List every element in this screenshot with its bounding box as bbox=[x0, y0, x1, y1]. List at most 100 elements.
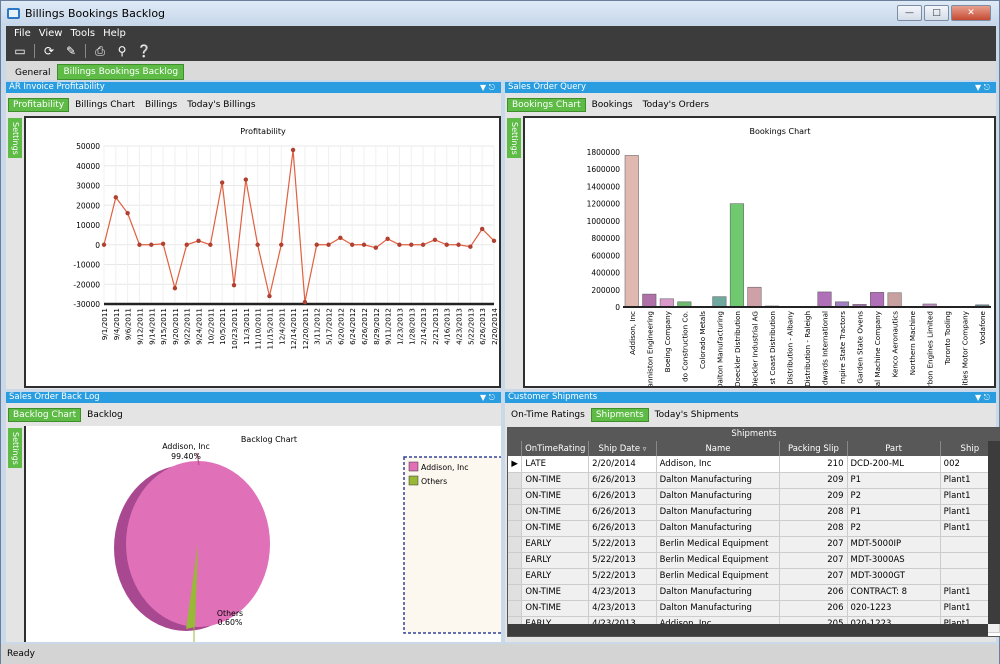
cell-part[interactable]: P1 bbox=[847, 504, 941, 521]
tab-billings-chart[interactable]: Billings Chart bbox=[75, 100, 135, 110]
col-ontimerating[interactable]: OnTimeRating bbox=[521, 441, 590, 456]
panel-pin-icon[interactable]: ▼ ⎋ bbox=[974, 393, 990, 402]
cell-part[interactable]: 020-1223 bbox=[847, 600, 941, 617]
tab-todays-shipments[interactable]: Today's Shipments bbox=[654, 410, 739, 420]
menu-tools[interactable]: Tools bbox=[70, 28, 96, 39]
row-selector[interactable] bbox=[508, 584, 523, 601]
cell-ship[interactable] bbox=[940, 568, 1000, 585]
cell-ontimerating[interactable]: LATE bbox=[521, 456, 590, 473]
cell-packing-slip[interactable]: 208 bbox=[779, 504, 848, 521]
row-selector[interactable] bbox=[508, 568, 523, 585]
col-packing-slip[interactable]: Packing Slip bbox=[779, 441, 848, 456]
col-ship-date[interactable]: Ship Date ▿ bbox=[588, 441, 657, 456]
cell-packing-slip[interactable]: 208 bbox=[779, 520, 848, 537]
table-row[interactable]: ON-TIME 6/26/2013 Dalton Manufacturing 208 P… bbox=[508, 504, 1000, 521]
panel-pin-icon[interactable]: ▼ ⎋ bbox=[479, 393, 495, 402]
table-row[interactable]: ON-TIME 6/26/2013 Dalton Manufacturing 209 P… bbox=[508, 488, 1000, 505]
cell-ontimerating[interactable]: ON-TIME bbox=[521, 600, 590, 617]
new-icon[interactable]: ▭ bbox=[14, 44, 26, 58]
cell-part[interactable]: P1 bbox=[847, 472, 941, 489]
row-selector[interactable] bbox=[508, 472, 523, 489]
tab-general[interactable]: General bbox=[15, 68, 51, 78]
row-selector[interactable] bbox=[508, 504, 523, 521]
cell-ship[interactable]: Plant1 bbox=[940, 600, 1000, 617]
cell-packing-slip[interactable]: 209 bbox=[779, 472, 848, 489]
settings-button[interactable]: Settings bbox=[8, 428, 22, 468]
cell-ship-date[interactable]: 4/23/2013 bbox=[588, 600, 657, 617]
cell-ship-date[interactable]: 5/22/2013 bbox=[588, 568, 657, 585]
table-row[interactable]: ▶ LATE 2/20/2014 Addison, Inc 210 DCD-200-ML 0… bbox=[508, 456, 1000, 473]
close-button[interactable]: ✕ bbox=[951, 5, 991, 21]
cell-part[interactable]: MDT-3000GT bbox=[847, 568, 941, 585]
cell-ship[interactable]: 002 bbox=[940, 456, 1000, 473]
table-row[interactable]: ON-TIME 6/26/2013 Dalton Manufacturing 209 P… bbox=[508, 472, 1000, 489]
cell-packing-slip[interactable]: 207 bbox=[779, 552, 848, 569]
cell-ship[interactable]: Plant1 bbox=[940, 504, 1000, 521]
cell-ship[interactable]: Plant1 bbox=[940, 488, 1000, 505]
cell-ship-date[interactable]: 5/22/2013 bbox=[588, 536, 657, 553]
cell-ship-date[interactable]: 2/20/2014 bbox=[588, 456, 657, 473]
menu-file[interactable]: File bbox=[14, 28, 31, 39]
cell-name[interactable]: Dalton Manufacturing bbox=[656, 520, 781, 537]
row-selector[interactable] bbox=[508, 600, 523, 617]
row-selector[interactable] bbox=[508, 520, 523, 537]
cell-packing-slip[interactable]: 210 bbox=[779, 456, 848, 473]
cell-packing-slip[interactable]: 207 bbox=[779, 568, 848, 585]
print-preview-icon[interactable]: ⚲ bbox=[117, 44, 127, 58]
clear-icon[interactable]: ✎ bbox=[65, 44, 77, 58]
table-row[interactable]: EARLY 5/22/2013 Berlin Medical Equipment 20… bbox=[508, 536, 1000, 553]
cell-name[interactable]: Berlin Medical Equipment bbox=[656, 568, 781, 585]
table-row[interactable]: ON-TIME 6/26/2013 Dalton Manufacturing 208 P… bbox=[508, 520, 1000, 537]
cell-packing-slip[interactable]: 209 bbox=[779, 488, 848, 505]
cell-ship-date[interactable]: 4/23/2013 bbox=[588, 584, 657, 601]
tab-bookings-chart[interactable]: Bookings Chart bbox=[507, 98, 586, 112]
col-part[interactable]: Part bbox=[847, 441, 941, 456]
cell-part[interactable]: CONTRACT: 8 bbox=[847, 584, 941, 601]
cell-name[interactable]: Dalton Manufacturing bbox=[656, 472, 781, 489]
cell-ontimerating[interactable]: ON-TIME bbox=[521, 488, 590, 505]
filter-icon[interactable]: ▿ bbox=[642, 444, 647, 453]
cell-name[interactable]: Berlin Medical Equipment bbox=[656, 536, 781, 553]
panel-pin-icon[interactable]: ▼ ⎋ bbox=[479, 83, 495, 92]
cell-ontimerating[interactable]: EARLY bbox=[521, 568, 590, 585]
horizontal-scrollbar[interactable] bbox=[508, 624, 988, 636]
vertical-scrollbar[interactable] bbox=[988, 441, 1000, 624]
table-row[interactable]: ON-TIME 4/23/2013 Dalton Manufacturing 206 C… bbox=[508, 584, 1000, 601]
maximize-button[interactable]: □ bbox=[924, 5, 949, 21]
cell-ontimerating[interactable]: ON-TIME bbox=[521, 504, 590, 521]
cell-name[interactable]: Berlin Medical Equipment bbox=[656, 552, 781, 569]
tab-backlog[interactable]: Backlog bbox=[87, 410, 123, 420]
tab-todays-billings[interactable]: Today's Billings bbox=[187, 100, 256, 110]
tab-on-time-ratings[interactable]: On-Time Ratings bbox=[511, 410, 585, 420]
cell-ship[interactable]: Plant1 bbox=[940, 584, 1000, 601]
tab-bookings[interactable]: Bookings bbox=[591, 100, 633, 110]
settings-button[interactable]: Settings bbox=[507, 118, 521, 158]
table-row[interactable]: EARLY 5/22/2013 Berlin Medical Equipment 20… bbox=[508, 552, 1000, 569]
panel-pin-icon[interactable]: ▼ ⎋ bbox=[974, 83, 990, 92]
cell-ship-date[interactable]: 5/22/2013 bbox=[588, 552, 657, 569]
row-selector[interactable]: ▶ bbox=[508, 456, 523, 473]
refresh-icon[interactable]: ⟳ bbox=[43, 44, 55, 58]
col-name[interactable]: Name bbox=[656, 441, 781, 456]
tab-todays-orders[interactable]: Today's Orders bbox=[642, 100, 709, 110]
cell-packing-slip[interactable]: 206 bbox=[779, 584, 848, 601]
cell-ship[interactable]: Plant1 bbox=[940, 472, 1000, 489]
cell-ontimerating[interactable]: ON-TIME bbox=[521, 520, 590, 537]
cell-ontimerating[interactable]: EARLY bbox=[521, 552, 590, 569]
cell-part[interactable]: MDT-3000AS bbox=[847, 552, 941, 569]
tab-billings-bookings-backlog[interactable]: Billings Bookings Backlog bbox=[57, 64, 185, 80]
menu-view[interactable]: View bbox=[38, 28, 63, 39]
row-selector[interactable] bbox=[508, 552, 523, 569]
cell-ontimerating[interactable]: EARLY bbox=[521, 536, 590, 553]
cell-part[interactable]: DCD-200-ML bbox=[847, 456, 941, 473]
cell-packing-slip[interactable]: 207 bbox=[779, 536, 848, 553]
cell-ship-date[interactable]: 6/26/2013 bbox=[588, 504, 657, 521]
cell-name[interactable]: Dalton Manufacturing bbox=[656, 600, 781, 617]
cell-ship-date[interactable]: 6/26/2013 bbox=[588, 520, 657, 537]
cell-ontimerating[interactable]: ON-TIME bbox=[521, 472, 590, 489]
menu-help[interactable]: Help bbox=[103, 28, 126, 39]
cell-name[interactable]: Dalton Manufacturing bbox=[656, 584, 781, 601]
cell-name[interactable]: Dalton Manufacturing bbox=[656, 488, 781, 505]
cell-ontimerating[interactable]: ON-TIME bbox=[521, 584, 590, 601]
cell-name[interactable]: Dalton Manufacturing bbox=[656, 504, 781, 521]
